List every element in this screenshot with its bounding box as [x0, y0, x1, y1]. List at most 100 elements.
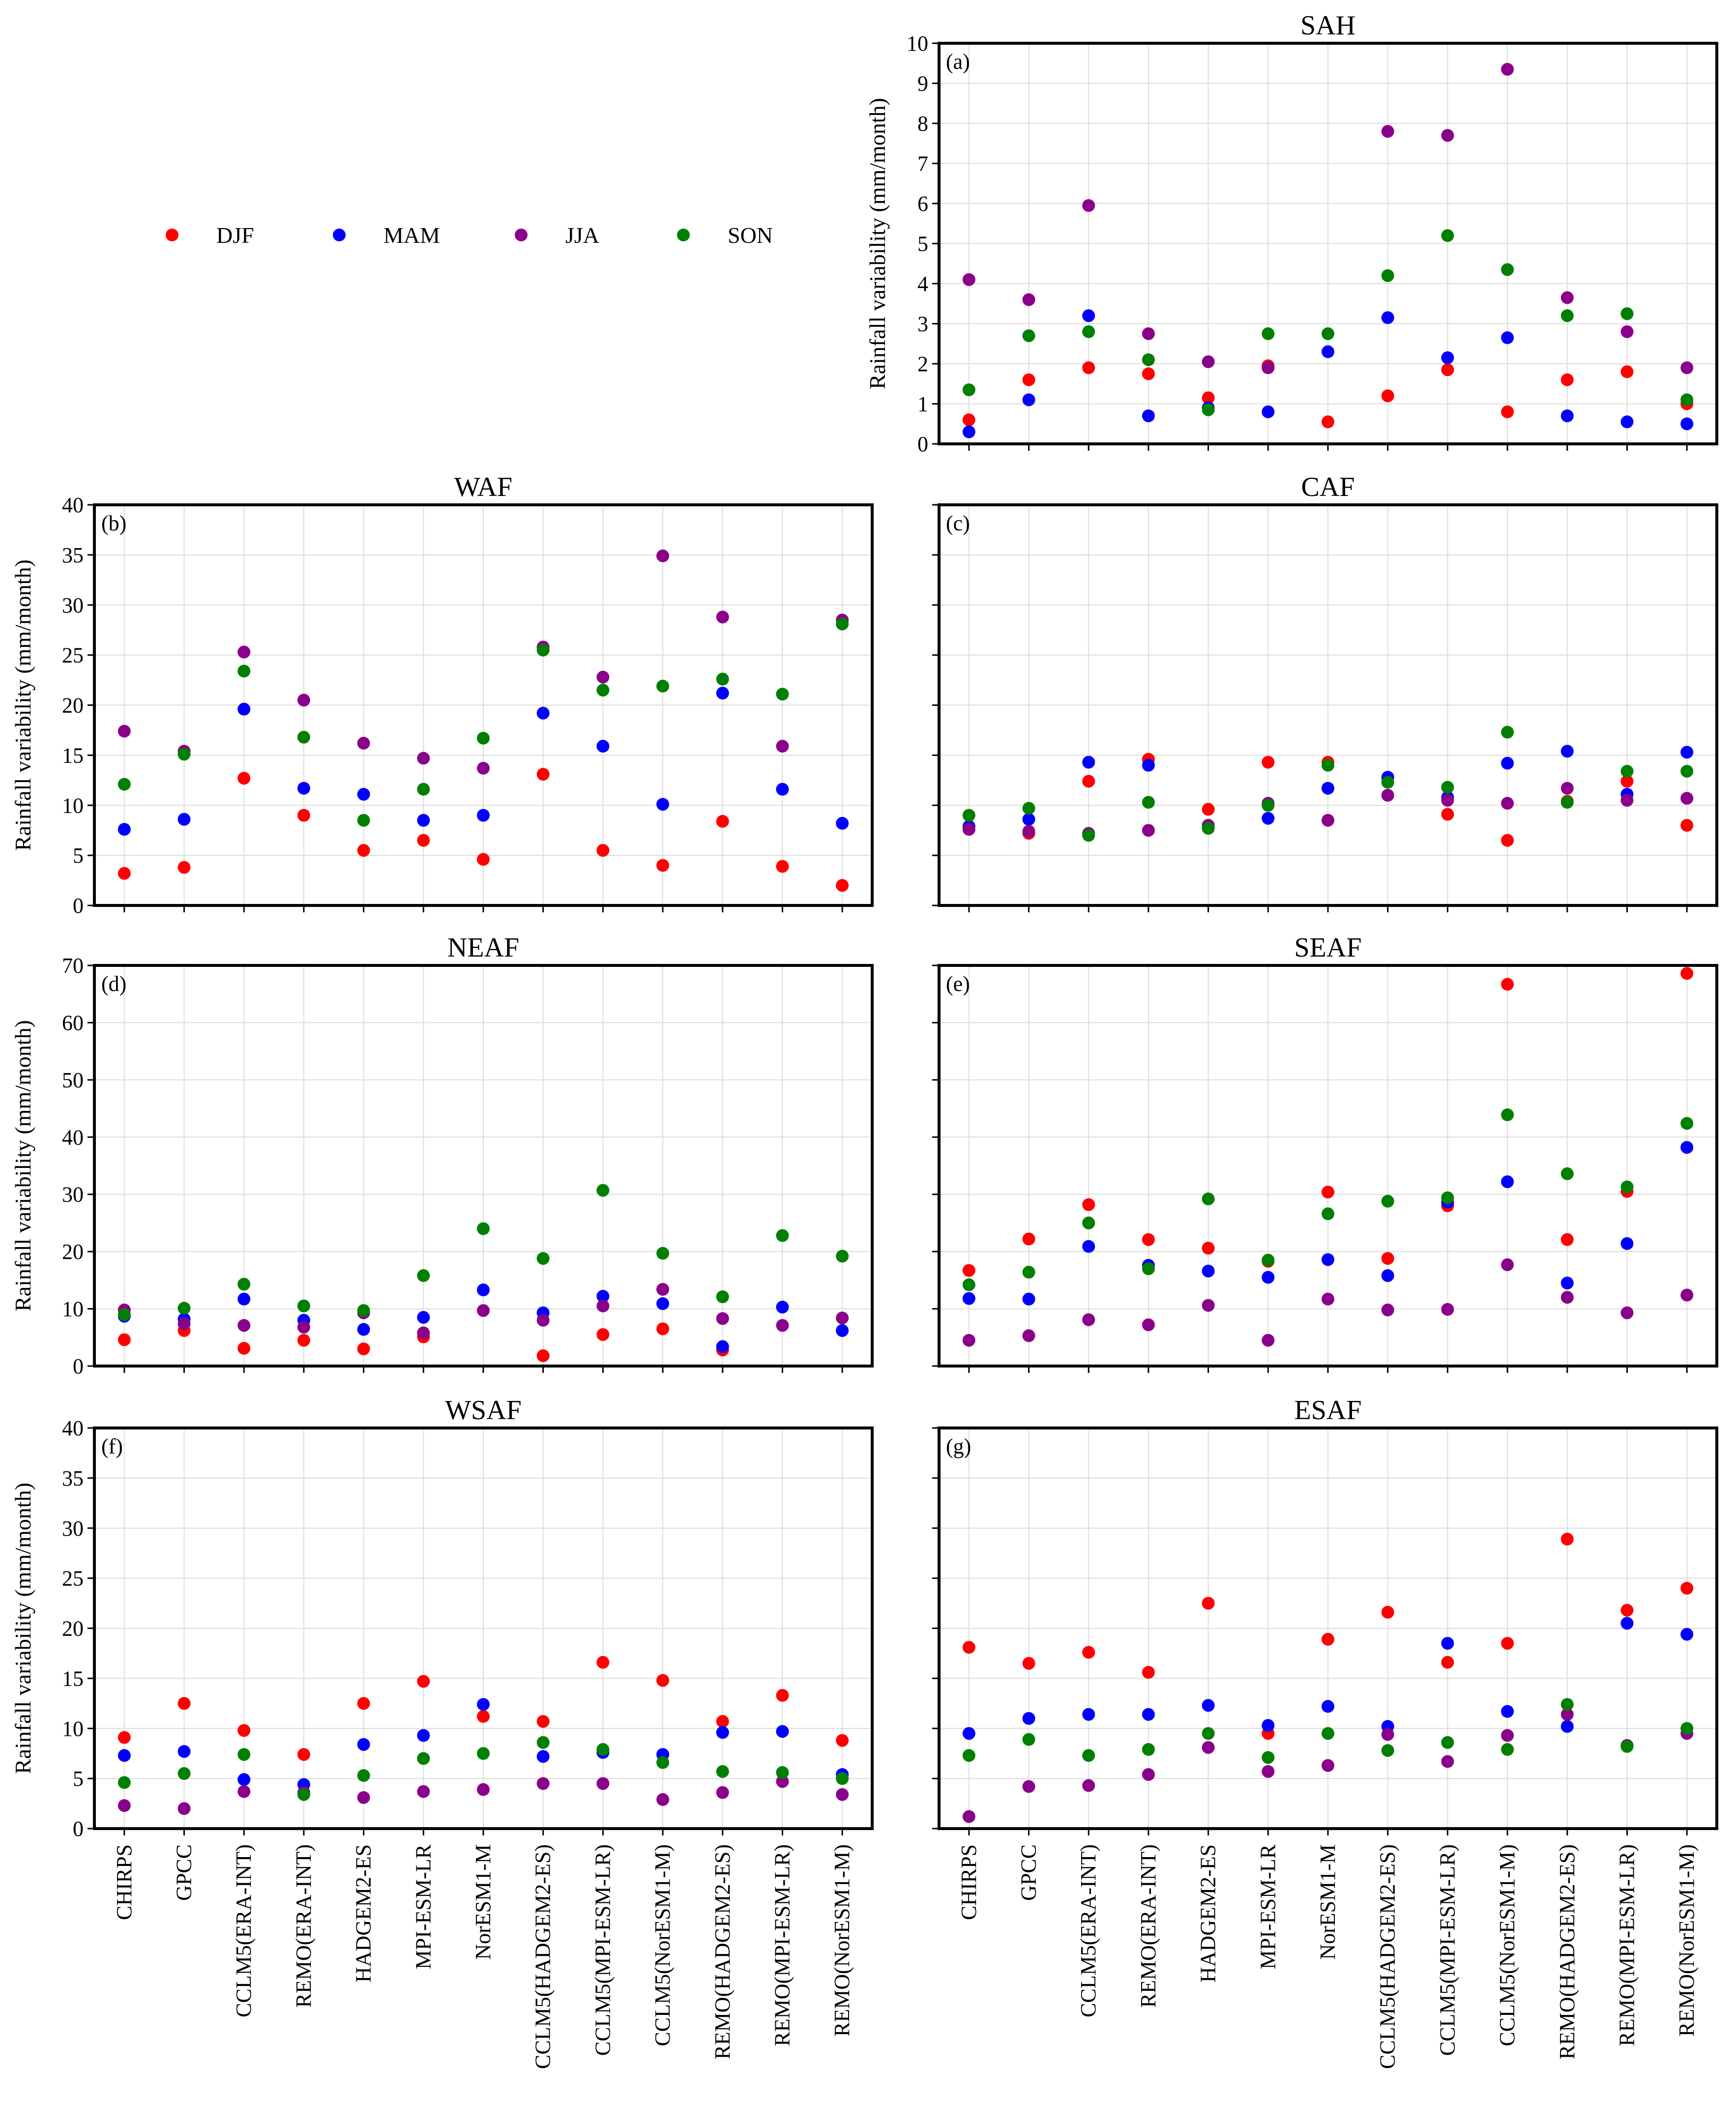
point-mam [1680, 1628, 1694, 1641]
series-son [118, 1184, 849, 1321]
point-jja [1262, 1334, 1275, 1347]
point-mam [716, 1340, 729, 1353]
point-jja [1620, 794, 1634, 807]
point-son [1560, 309, 1574, 322]
point-djf [118, 1333, 131, 1346]
point-djf [1620, 365, 1634, 378]
point-son [1381, 269, 1394, 282]
point-djf [596, 844, 610, 857]
point-djf [716, 1715, 729, 1728]
point-djf [1381, 1605, 1394, 1619]
point-jja [1560, 1708, 1574, 1721]
series-son [118, 617, 849, 827]
x-tick-label: REMO(ERA-INT) [1136, 1844, 1160, 2008]
y-tick-label: 9 [917, 72, 928, 96]
point-son [237, 1748, 251, 1761]
point-jja [118, 1799, 131, 1812]
point-djf [536, 768, 550, 781]
point-son [1501, 1743, 1514, 1756]
point-son [716, 672, 729, 686]
point-mam [477, 809, 490, 822]
point-djf [1381, 389, 1394, 403]
point-jja [1322, 814, 1334, 827]
panel-label: (f) [101, 1434, 123, 1458]
point-son [962, 1278, 975, 1291]
x-tick-label: CCLM5(MPI-ESM-LR) [1435, 1844, 1459, 2056]
point-son [177, 1302, 191, 1315]
point-djf [177, 861, 191, 874]
point-son [1680, 764, 1694, 778]
legend-item-son: SON [677, 223, 773, 248]
point-son [1022, 329, 1035, 342]
point-mam [656, 1297, 670, 1310]
point-mam [1381, 311, 1394, 324]
point-jja [1441, 129, 1454, 142]
point-mam [1620, 415, 1634, 429]
point-jja [1501, 1729, 1514, 1742]
point-son [962, 809, 975, 822]
point-son [1441, 781, 1454, 794]
point-mam [1501, 757, 1514, 770]
point-jja [297, 1320, 310, 1334]
y-tick-label: 30 [62, 1516, 84, 1541]
point-son [1441, 229, 1454, 242]
point-son [962, 383, 975, 396]
y-tick-label: 0 [73, 894, 84, 918]
y-tick-label: 5 [73, 1767, 84, 1791]
point-djf [297, 1748, 310, 1761]
point-son [836, 617, 849, 631]
x-tick-label: NorESM1-M [1316, 1844, 1340, 1960]
point-son [1680, 1117, 1694, 1130]
point-jja [417, 1326, 430, 1339]
point-son [297, 1299, 310, 1312]
y-tick-label: 10 [62, 1297, 84, 1321]
point-son [417, 783, 430, 796]
point-djf [1441, 808, 1454, 821]
point-mam [118, 823, 131, 836]
y-tick-label: 2 [917, 352, 928, 376]
point-jja [1022, 1329, 1035, 1342]
point-son [1322, 327, 1334, 340]
point-son [1381, 1744, 1394, 1757]
point-djf [1620, 775, 1634, 788]
point-djf [1022, 373, 1035, 386]
point-mam [1142, 409, 1155, 422]
point-djf [776, 1689, 789, 1702]
point-jja [1381, 125, 1394, 138]
point-jja [1441, 1303, 1454, 1316]
y-tick-label: 25 [62, 1567, 84, 1591]
point-son [1082, 829, 1095, 842]
point-jja [177, 1802, 191, 1815]
point-son [1441, 1736, 1454, 1749]
series-djf [962, 359, 1694, 429]
point-djf [1262, 756, 1275, 769]
point-jja [417, 752, 430, 765]
point-son [477, 1747, 490, 1760]
point-son [1262, 327, 1275, 340]
point-djf [1560, 1233, 1574, 1246]
point-son [1381, 1194, 1394, 1208]
plot-frame [938, 964, 1718, 1368]
series-son [962, 726, 1694, 842]
point-son [177, 1767, 191, 1780]
point-djf [716, 815, 729, 828]
point-mam [962, 1727, 975, 1740]
series-son [962, 1108, 1694, 1291]
x-tick-label: CCLM5(HADGEM2-ES) [531, 1844, 555, 2069]
point-djf [1680, 967, 1694, 980]
point-mam [1262, 1271, 1275, 1284]
point-mam [1322, 345, 1334, 358]
series-mam [962, 1141, 1694, 1306]
y-tick-label: 4 [917, 272, 928, 296]
point-djf [477, 1710, 490, 1723]
point-mam [1022, 813, 1035, 826]
y-tick-label: 15 [62, 743, 84, 767]
panel-title: CAF [1301, 472, 1355, 502]
point-son [1322, 758, 1334, 772]
point-jja [1022, 293, 1035, 306]
y-tick-label: 70 [62, 954, 84, 978]
point-djf [1322, 1632, 1334, 1646]
y-tick-label: 10 [62, 1717, 84, 1741]
point-jja [1202, 1299, 1215, 1312]
